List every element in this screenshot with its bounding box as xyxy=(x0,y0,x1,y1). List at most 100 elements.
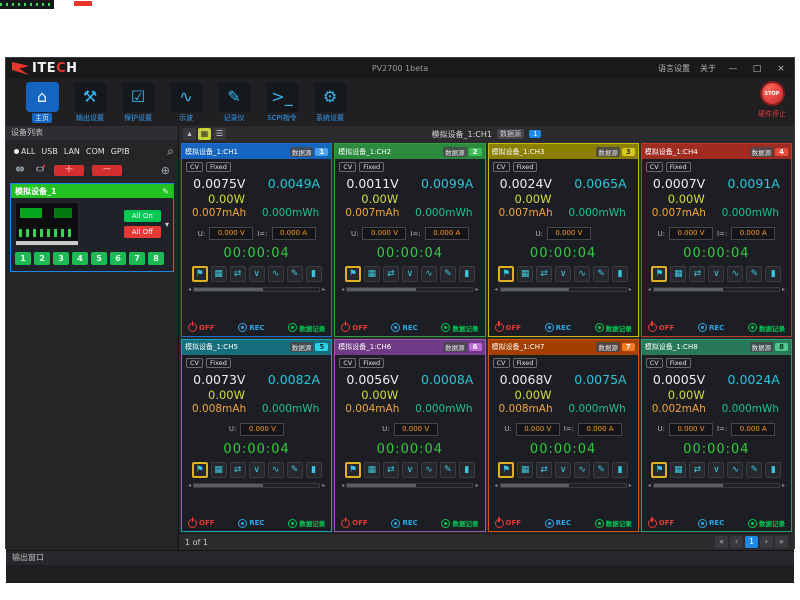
datalog-button[interactable]: 数据记录 xyxy=(747,518,785,528)
record-button[interactable]: REC xyxy=(391,323,418,332)
waveform-button[interactable]: ∿ xyxy=(267,266,284,282)
toolbar-item-output-settings[interactable]: ⚒ 输出设置 xyxy=(68,82,112,123)
connect-icon[interactable] xyxy=(14,164,26,177)
scrollbar-thumb[interactable] xyxy=(347,483,417,487)
card-scrollbar[interactable]: ◂ ▸ xyxy=(182,282,331,293)
toolbar-item-protection-settings[interactable]: ☑ 保护设置 xyxy=(116,82,160,123)
marker-button[interactable]: ∨ xyxy=(708,461,725,478)
scrollbar-thumb[interactable] xyxy=(653,483,723,487)
output-off-button[interactable]: OFF xyxy=(341,321,368,332)
voltage-set-input[interactable]: 0.000 V xyxy=(393,422,438,436)
edit-button[interactable]: ✎ xyxy=(286,266,303,282)
channel-button-3[interactable]: 3 xyxy=(53,252,69,265)
toolbar-item-system-settings[interactable]: ⚙ 系统设置 xyxy=(308,82,352,123)
close-button[interactable]: × xyxy=(777,63,785,74)
data-table-button[interactable]: ▦ xyxy=(363,266,380,282)
menu-about[interactable]: 关于 xyxy=(700,64,716,73)
edit-button[interactable]: ✎ xyxy=(746,461,763,478)
datalog-button[interactable]: 数据记录 xyxy=(288,323,325,333)
filter-gpib[interactable]: GPIB xyxy=(110,147,130,156)
voltage-set-input[interactable]: 0.000 V xyxy=(209,227,254,240)
scroll-left-icon[interactable]: ◂ xyxy=(341,481,345,489)
scroll-right-icon[interactable]: ▸ xyxy=(322,481,326,489)
scrollbar-thumb[interactable] xyxy=(653,288,723,291)
output-off-button[interactable]: OFF xyxy=(494,516,521,528)
edit-button[interactable]: ✎ xyxy=(439,461,456,478)
disconnect-icon[interactable] xyxy=(34,164,46,177)
datalog-button[interactable]: 数据记录 xyxy=(288,518,325,528)
channel-button-5[interactable]: 5 xyxy=(91,252,107,265)
edit-button[interactable]: ✎ xyxy=(593,461,610,478)
output-list-button[interactable]: ⚑ xyxy=(191,266,208,282)
data-table-button[interactable]: ▦ xyxy=(517,266,534,282)
record-button[interactable]: REC xyxy=(697,323,724,332)
voltage-set-input[interactable]: 0.000 V xyxy=(668,227,713,240)
scroll-right-icon[interactable]: ▸ xyxy=(781,286,785,293)
current-set-input[interactable]: 0.000 A xyxy=(578,422,623,436)
datalog-button[interactable]: 数据记录 xyxy=(594,518,632,528)
marker-button[interactable]: ∨ xyxy=(708,266,725,282)
scrollbar-thumb[interactable] xyxy=(500,483,570,487)
data-table-button[interactable]: ▦ xyxy=(210,266,227,282)
pager-button-1[interactable]: ‹ xyxy=(730,536,743,548)
sync-arrows-button[interactable]: ⇄ xyxy=(229,266,246,282)
battery-button[interactable]: ▮ xyxy=(458,461,475,478)
channel-card-header[interactable]: 模拟设备_1:CH2 数据源 2 xyxy=(335,144,485,159)
card-scrollbar[interactable]: ◂ ▸ xyxy=(335,282,484,293)
toolbar-item-scpi-command[interactable]: >_ SCPI指令 xyxy=(260,82,304,123)
voltage-set-input[interactable]: 0.000 V xyxy=(546,227,591,240)
current-set-input[interactable]: 0.000 A xyxy=(424,227,469,240)
search-icon[interactable]: ⌕ xyxy=(167,144,174,158)
card-scrollbar[interactable]: ◂ ▸ xyxy=(489,282,638,293)
sync-arrows-button[interactable]: ⇄ xyxy=(689,266,706,282)
marker-button[interactable]: ∨ xyxy=(401,461,418,478)
scroll-left-icon[interactable]: ◂ xyxy=(647,481,651,489)
edit-button[interactable]: ✎ xyxy=(746,266,763,282)
network-icon[interactable]: ⊕ xyxy=(160,164,170,177)
voltage-set-input[interactable]: 0.000 V xyxy=(515,422,560,436)
filter-usb[interactable]: USB xyxy=(41,147,58,156)
current-set-input[interactable]: 0.000 A xyxy=(271,227,316,240)
sync-arrows-button[interactable]: ⇄ xyxy=(536,461,553,478)
battery-button[interactable]: ▮ xyxy=(612,461,629,478)
scroll-left-icon[interactable]: ◂ xyxy=(647,286,651,293)
datalog-button[interactable]: 数据记录 xyxy=(441,518,478,528)
emergency-stop-button[interactable]: STOP xyxy=(759,81,785,106)
scroll-left-icon[interactable]: ◂ xyxy=(494,481,498,489)
edit-device-icon[interactable]: ✎ xyxy=(162,186,169,196)
waveform-button[interactable]: ∿ xyxy=(420,461,437,478)
waveform-button[interactable]: ∿ xyxy=(727,266,744,282)
datalog-button[interactable]: 数据记录 xyxy=(441,323,478,333)
output-list-button[interactable]: ⚑ xyxy=(498,266,515,282)
marker-button[interactable]: ∨ xyxy=(555,461,572,478)
battery-button[interactable]: ▮ xyxy=(458,266,475,282)
scroll-right-icon[interactable]: ▸ xyxy=(322,286,326,293)
data-table-button[interactable]: ▦ xyxy=(670,461,687,478)
output-off-button[interactable]: OFF xyxy=(341,516,368,528)
voltage-set-input[interactable]: 0.000 V xyxy=(668,422,713,436)
waveform-button[interactable]: ∿ xyxy=(574,461,591,478)
channel-card-header[interactable]: 模拟设备_1:CH8 数据源 8 xyxy=(641,339,791,355)
battery-button[interactable]: ▮ xyxy=(765,266,782,282)
card-scrollbar[interactable]: ◂ ▸ xyxy=(642,478,791,489)
card-scrollbar[interactable]: ◂ ▸ xyxy=(642,282,791,293)
toolbar-item-oscilloscope[interactable]: ∿ 示波 xyxy=(164,82,208,123)
data-table-button[interactable]: ▦ xyxy=(670,266,687,282)
scroll-left-icon[interactable]: ◂ xyxy=(188,481,192,489)
record-button[interactable]: REC xyxy=(697,518,724,528)
pager-button-0[interactable]: « xyxy=(715,536,728,548)
waveform-button[interactable]: ∿ xyxy=(727,461,744,478)
waveform-button[interactable]: ∿ xyxy=(574,266,591,282)
edit-button[interactable]: ✎ xyxy=(593,266,610,282)
filter-lan[interactable]: LAN xyxy=(63,147,80,156)
channel-card-header[interactable]: 模拟设备_1:CH7 数据源 7 xyxy=(488,339,638,355)
marker-button[interactable]: ∨ xyxy=(248,266,265,282)
filter-all[interactable]: ALL xyxy=(12,146,37,157)
output-list-button[interactable]: ⚑ xyxy=(344,266,361,282)
all-on-button[interactable]: All On xyxy=(123,210,161,222)
scroll-right-icon[interactable]: ▸ xyxy=(475,286,479,293)
output-off-button[interactable]: OFF xyxy=(188,516,215,528)
data-table-button[interactable]: ▦ xyxy=(210,461,227,478)
device-expand-caret[interactable]: ▾ xyxy=(164,219,169,229)
